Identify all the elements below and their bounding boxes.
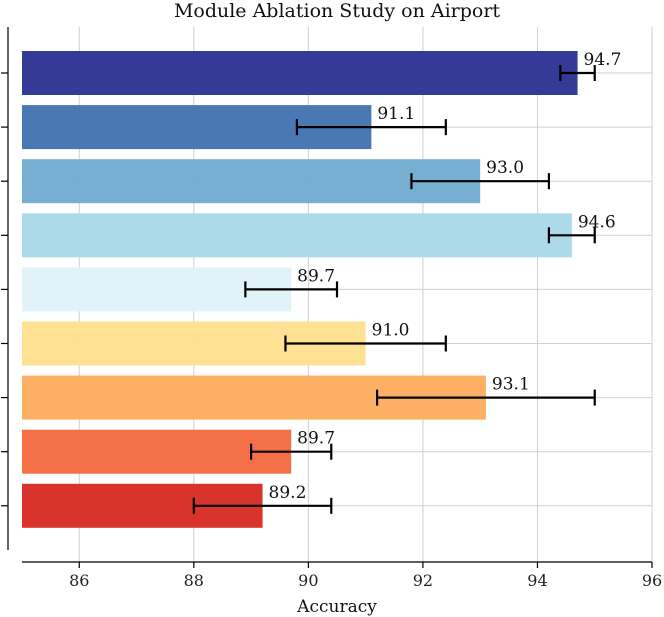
bar	[22, 51, 578, 95]
data-label: 89.7	[297, 266, 335, 286]
x-tick-label: 92	[413, 571, 433, 590]
x-tick-label: 88	[184, 571, 204, 590]
bar	[22, 213, 572, 258]
data-label: 93.0	[486, 158, 524, 178]
data-label: 94.6	[578, 212, 616, 232]
bar	[22, 429, 292, 474]
x-tick-label: 86	[69, 571, 89, 590]
data-label: 93.1	[492, 375, 530, 395]
data-label: 94.7	[584, 50, 622, 70]
label-layer: 94.7 91.1 93.0 94.6 89.7 91.0 93.1 89.7 89.2	[269, 50, 622, 503]
x-tick-label: 96	[642, 571, 662, 590]
x-axis-title: Accuracy	[296, 597, 377, 617]
data-label: 89.7	[297, 429, 335, 449]
bar-layer	[22, 51, 578, 528]
data-label: 91.1	[377, 104, 415, 124]
chart-title: Module Ablation Study on Airport	[174, 0, 500, 22]
data-label: 91.0	[372, 321, 410, 341]
bar	[22, 159, 481, 204]
x-tick-label: 90	[298, 571, 318, 590]
data-label: 89.2	[269, 483, 307, 503]
error-layer	[192, 65, 596, 514]
x-tick-label: 94	[527, 571, 547, 590]
axis-layer: 86 88 90 92 94 96	[1, 27, 662, 590]
